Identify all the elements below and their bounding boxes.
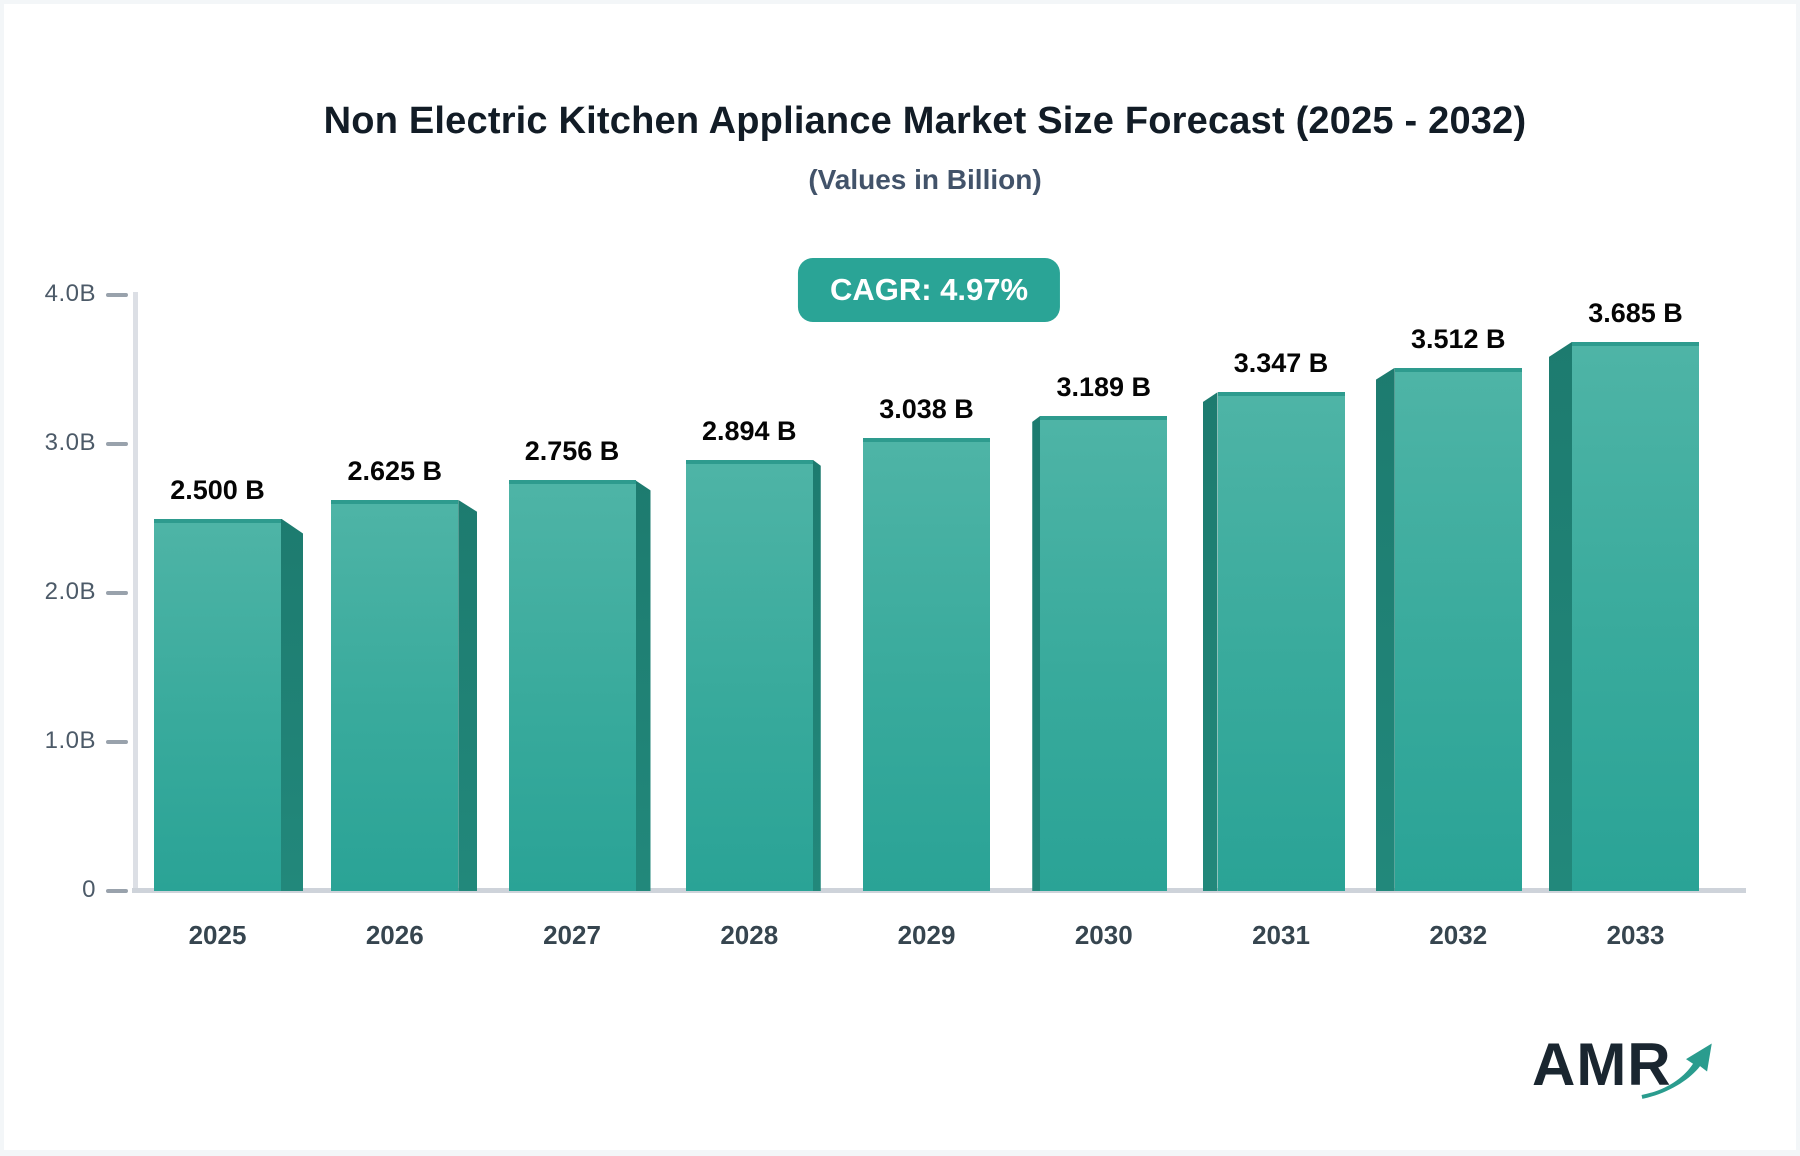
bar-side-face [1032, 415, 1041, 891]
bar-value-label: 3.189 B [1056, 371, 1152, 402]
bar-value-label: 3.685 B [1588, 297, 1683, 328]
growth-arrow-icon [1641, 1043, 1712, 1099]
y-axis-tick-label: 0 [82, 876, 96, 903]
bar-value-label: 3.347 B [1233, 348, 1329, 379]
y-axis-tick-label: 3.0B [44, 429, 96, 456]
bar-side-face [458, 499, 478, 891]
bar-value-label: 2.500 B [170, 474, 265, 505]
bar-side-face [1202, 392, 1218, 891]
bar-side-face [635, 480, 651, 891]
x-axis-label: 2032 [1429, 920, 1488, 950]
y-axis-tick-mark [106, 889, 128, 893]
cagr-badge: CAGR: 4.97% [797, 258, 1061, 322]
bar [1572, 341, 1699, 891]
bar [331, 499, 459, 891]
y-axis-line [133, 292, 138, 891]
bar [1217, 392, 1345, 891]
x-axis-label: 2029 [897, 920, 956, 950]
x-axis-label: 2026 [365, 920, 424, 950]
x-axis-label: 2030 [1074, 920, 1133, 950]
amr-logo: AMR [1532, 1030, 1732, 1120]
y-axis-tick-mark [106, 293, 128, 297]
bar [1040, 415, 1168, 891]
bar [508, 480, 636, 891]
amr-logo-text: AMR [1532, 1031, 1672, 1098]
y-axis-tick-label: 4.0B [44, 280, 96, 307]
bar-value-label: 2.625 B [347, 455, 443, 486]
x-axis-label: 2028 [720, 920, 779, 950]
chart-card: Non Electric Kitchen Appliance Market Si… [4, 4, 1796, 1150]
bar [685, 459, 813, 891]
x-axis-label: 2027 [543, 920, 601, 950]
bar-value-label: 3.038 B [879, 394, 974, 425]
bar [1394, 367, 1522, 891]
bar [863, 438, 990, 891]
chart-title: Non Electric Kitchen Appliance Market Si… [323, 100, 1527, 142]
x-axis-label: 2031 [1252, 920, 1310, 950]
bar-side-face [1375, 367, 1395, 891]
x-axis-label: 2025 [188, 920, 247, 950]
bar-value-label: 2.756 B [524, 436, 620, 467]
chart-subtitle: (Values in Billion) [808, 164, 1042, 195]
y-axis-tick-label: 1.0B [44, 727, 96, 754]
y-axis-tick-mark [106, 591, 128, 595]
x-axis-label: 2033 [1606, 920, 1665, 950]
bar-value-label: 2.894 B [701, 415, 797, 446]
bar [154, 518, 281, 891]
y-axis-tick-mark [106, 442, 128, 446]
y-axis-tick-mark [106, 740, 128, 744]
bar-value-label: 3.512 B [1410, 323, 1506, 354]
bar-side-face [1549, 341, 1572, 891]
bar-side-face [812, 459, 821, 891]
bar-side-face [281, 518, 303, 891]
y-axis-tick-label: 2.0B [44, 578, 96, 605]
